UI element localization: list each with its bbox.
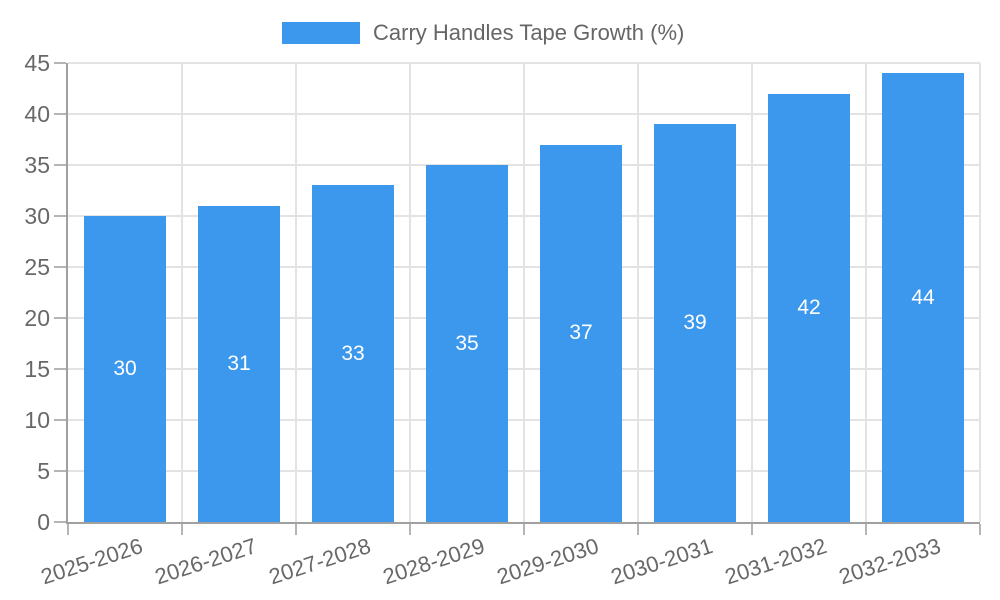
bar-value-label-2029-2030: 37 <box>569 321 593 345</box>
bar-2032-2033[interactable]: 44 <box>882 73 964 522</box>
bar-value-label-2031-2032: 42 <box>797 295 821 319</box>
y-tick-label-45: 45 <box>24 50 50 76</box>
y-tick-mark-40 <box>54 113 66 115</box>
x-tick-mark-7 <box>865 524 867 535</box>
bar-2025-2026[interactable]: 30 <box>84 216 166 522</box>
y-tick-label-15: 15 <box>24 356 50 382</box>
bar-2027-2028[interactable]: 33 <box>312 185 394 522</box>
bar-2026-2027[interactable]: 31 <box>198 205 280 522</box>
x-gridline-5 <box>637 63 639 522</box>
y-tick-label-40: 40 <box>24 101 50 127</box>
x-gridline-3 <box>409 63 411 522</box>
x-tick-label-2025-2026: 2025-2026 <box>37 533 146 590</box>
y-axis-line <box>66 63 68 524</box>
y-tick-mark-20 <box>54 317 66 319</box>
x-tick-mark-8 <box>979 524 981 535</box>
x-tick-mark-6 <box>751 524 753 535</box>
y-tick-mark-5 <box>54 470 66 472</box>
bar-2030-2031[interactable]: 39 <box>654 124 736 522</box>
y-tick-label-20: 20 <box>24 305 50 331</box>
y-tick-label-10: 10 <box>24 407 50 433</box>
bar-value-label-2028-2029: 35 <box>455 331 479 355</box>
x-tick-mark-4 <box>523 524 525 535</box>
x-tick-label-2031-2032: 2031-2032 <box>721 533 830 590</box>
x-tick-label-2029-2030: 2029-2030 <box>493 533 602 590</box>
x-tick-label-2032-2033: 2032-2033 <box>835 533 944 590</box>
x-tick-mark-0 <box>67 524 69 535</box>
x-tick-label-2028-2029: 2028-2029 <box>379 533 488 590</box>
bar-2028-2029[interactable]: 35 <box>426 165 508 522</box>
y-tick-label-30: 30 <box>24 203 50 229</box>
x-tick-label-2026-2027: 2026-2027 <box>151 533 260 590</box>
bar-value-label-2032-2033: 44 <box>911 285 935 309</box>
y-tick-label-0: 0 <box>37 509 50 535</box>
x-gridline-7 <box>865 63 867 522</box>
bar-2031-2032[interactable]: 42 <box>768 93 850 522</box>
bar-value-label-2027-2028: 33 <box>341 341 365 365</box>
bar-2029-2030[interactable]: 37 <box>540 144 622 522</box>
y-tick-label-5: 5 <box>37 458 50 484</box>
legend-swatch-icon <box>282 22 360 44</box>
y-tick-label-25: 25 <box>24 254 50 280</box>
x-gridline-8 <box>979 63 981 522</box>
y-tick-mark-30 <box>54 215 66 217</box>
x-gridline-4 <box>523 63 525 522</box>
x-axis-line <box>66 522 980 524</box>
x-tick-label-2027-2028: 2027-2028 <box>265 533 374 590</box>
bar-value-label-2026-2027: 31 <box>227 351 251 375</box>
x-gridline-1 <box>181 63 183 522</box>
y-tick-mark-15 <box>54 368 66 370</box>
x-tick-mark-3 <box>409 524 411 535</box>
x-gridline-6 <box>751 63 753 522</box>
y-tick-mark-45 <box>54 62 66 64</box>
x-gridline-2 <box>295 63 297 522</box>
y-tick-label-35: 35 <box>24 152 50 178</box>
y-tick-mark-10 <box>54 419 66 421</box>
x-tick-label-2030-2031: 2030-2031 <box>607 533 716 590</box>
bar-value-label-2030-2031: 39 <box>683 311 707 335</box>
x-tick-mark-2 <box>295 524 297 535</box>
x-tick-mark-5 <box>637 524 639 535</box>
x-tick-mark-1 <box>181 524 183 535</box>
bar-value-label-2025-2026: 30 <box>113 357 137 380</box>
y-tick-mark-25 <box>54 266 66 268</box>
legend-label: Carry Handles Tape Growth (%) <box>373 20 685 45</box>
y-tick-mark-35 <box>54 164 66 166</box>
chart-legend[interactable]: Carry Handles Tape Growth (%) <box>282 20 684 46</box>
y-tick-mark-0 <box>54 521 66 523</box>
